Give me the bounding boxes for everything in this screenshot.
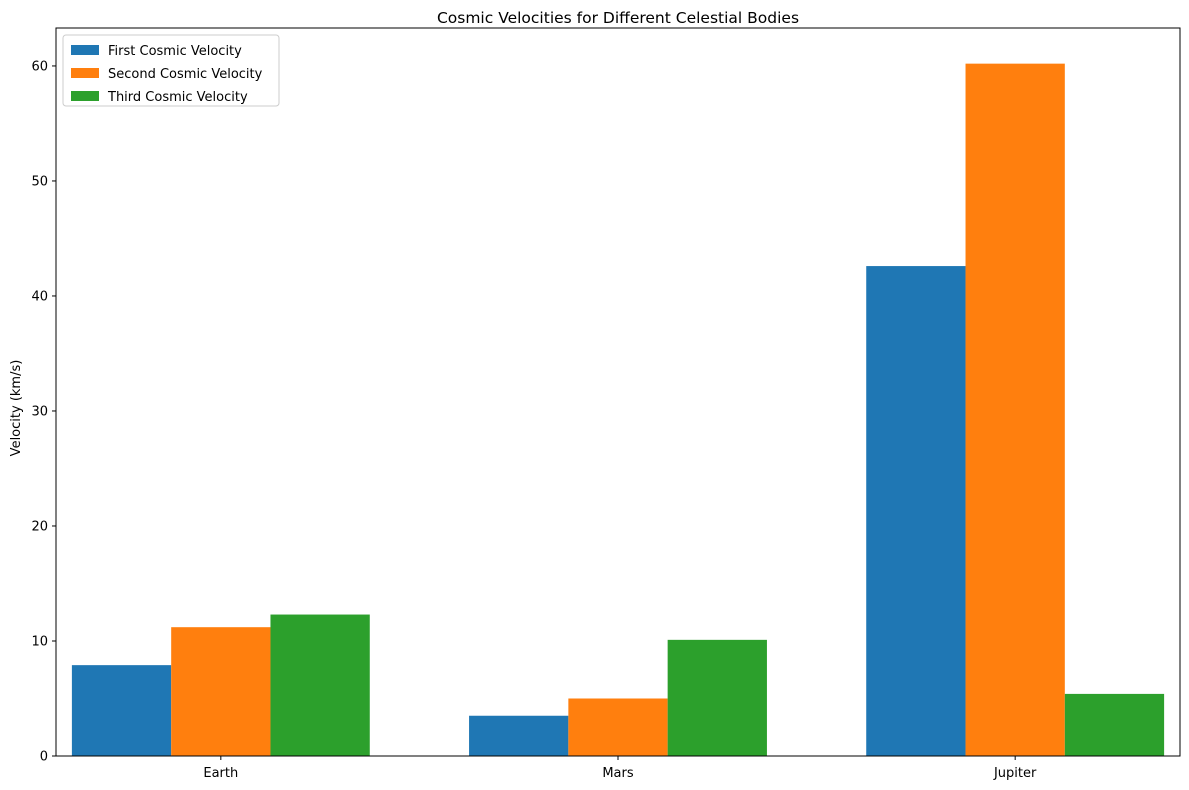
bar-third-cosmic-velocity-earth	[270, 614, 370, 756]
y-tick-label: 30	[31, 404, 48, 419]
bar-third-cosmic-velocity-jupiter	[1064, 693, 1165, 756]
y-tick-label: 50	[31, 174, 48, 189]
y-tick-label: 10	[31, 634, 48, 649]
legend: First Cosmic Velocity Second Cosmic Veloc…	[62, 34, 280, 107]
legend-label: First Cosmic Velocity	[108, 44, 242, 59]
bar-second-cosmic-velocity-jupiter	[965, 63, 1065, 756]
chart-title: Cosmic Velocities for Different Celestia…	[437, 9, 799, 27]
legend-box	[62, 34, 280, 107]
y-tick-label: 0	[40, 750, 48, 765]
y-tick-label: 60	[31, 59, 48, 74]
legend-swatch	[71, 68, 99, 78]
x-tick-label: Mars	[602, 766, 634, 781]
y-tick-label: 20	[31, 519, 48, 534]
legend-label: Third Cosmic Velocity	[107, 90, 248, 105]
bars-group	[71, 63, 1165, 756]
legend-label: Second Cosmic Velocity	[108, 67, 263, 82]
bar-third-cosmic-velocity-mars	[667, 639, 767, 756]
plot-frame	[55, 27, 1181, 757]
legend-swatch	[71, 45, 99, 55]
x-tick-label: Earth	[203, 766, 238, 781]
legend-swatch	[71, 91, 99, 101]
y-tick-label: 40	[31, 289, 48, 304]
bar-first-cosmic-velocity-jupiter	[866, 266, 966, 756]
x-tick-label: Jupiter	[993, 766, 1037, 781]
bar-first-cosmic-velocity-mars	[469, 715, 569, 756]
y-axis-ticks: 0 10 20 30 40 50 60	[31, 59, 56, 765]
y-axis-title: Velocity (km/s)	[9, 360, 24, 457]
bar-second-cosmic-velocity-mars	[568, 698, 668, 756]
x-axis-ticks: Earth Mars Jupiter	[203, 756, 1037, 781]
bar-first-cosmic-velocity-earth	[71, 665, 172, 756]
bar-second-cosmic-velocity-earth	[171, 627, 271, 756]
